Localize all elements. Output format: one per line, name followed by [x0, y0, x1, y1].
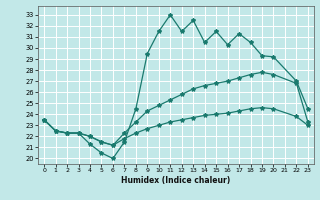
X-axis label: Humidex (Indice chaleur): Humidex (Indice chaleur) — [121, 176, 231, 185]
